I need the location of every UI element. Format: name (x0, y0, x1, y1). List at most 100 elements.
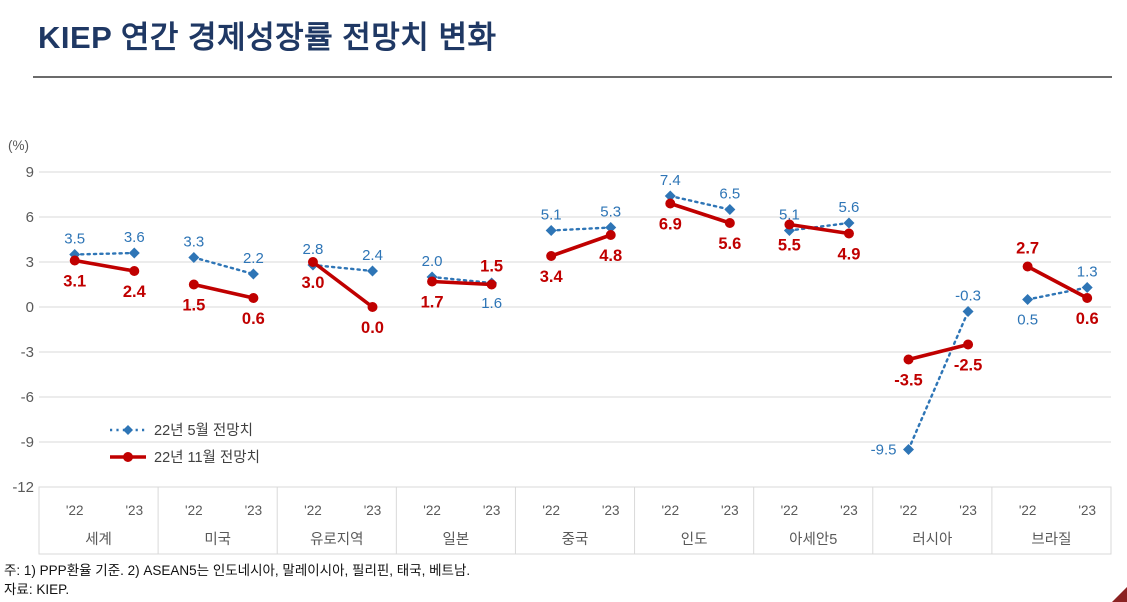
data-label: -3.5 (894, 372, 922, 390)
data-label: 6.9 (659, 216, 682, 234)
data-point-marker (247, 268, 259, 280)
data-point-marker (427, 276, 438, 287)
category-label: 일본 (443, 531, 470, 548)
data-label: 2.4 (123, 283, 147, 301)
y-tick-label: -12 (12, 479, 34, 496)
legend-marker (123, 425, 133, 435)
data-point-marker (367, 265, 379, 277)
series-segment (907, 310, 970, 451)
year-tick-label: '22 (1019, 503, 1037, 518)
data-point-marker (188, 279, 199, 290)
legend-label: 22년 11월 전망치 (154, 449, 260, 466)
data-point-marker (962, 306, 974, 317)
data-label: 2.0 (422, 253, 443, 270)
footnote: 주: 1) PPP환율 기준. 2) ASEAN5는 인도네시아, 말레이시아,… (4, 563, 471, 578)
data-label: 0.0 (361, 319, 384, 337)
data-label: 5.1 (779, 207, 800, 224)
data-point-marker (724, 218, 735, 228)
data-point-marker (1022, 294, 1034, 305)
y-tick-label: 0 (26, 299, 34, 316)
series-segment (72, 258, 137, 273)
y-tick-label: -6 (21, 389, 34, 406)
series-segment (788, 221, 851, 232)
data-point-marker (1081, 282, 1093, 293)
category-label: 아세안5 (789, 531, 837, 548)
data-point-marker (69, 255, 80, 266)
data-point-marker (664, 190, 676, 202)
y-tick-label: 9 (26, 164, 34, 181)
category-label: 중국 (562, 532, 589, 548)
title-divider (33, 76, 1112, 78)
series-segment (311, 260, 375, 309)
data-label: 3.4 (540, 268, 564, 286)
data-point-marker (546, 251, 557, 261)
year-tick-label: '22 (781, 503, 799, 518)
data-label: 1.5 (480, 258, 503, 276)
series-segment (549, 233, 613, 258)
data-point-marker (128, 247, 140, 259)
y-tick-label: -3 (21, 344, 34, 361)
year-tick-label: '23 (245, 503, 263, 518)
year-tick-label: '22 (542, 503, 560, 518)
data-point-marker (843, 228, 854, 239)
category-label: 인도 (681, 531, 708, 548)
data-label: 3.0 (301, 274, 324, 292)
year-tick-label: '22 (66, 503, 84, 518)
category-label: 유로지역 (310, 531, 363, 548)
data-point-marker (188, 252, 200, 263)
year-tick-label: '22 (185, 503, 203, 518)
data-label: 7.4 (660, 172, 681, 189)
data-point-marker (545, 225, 557, 236)
series-segment (192, 256, 255, 276)
data-label: 4.9 (837, 246, 860, 264)
data-label: 1.3 (1077, 264, 1098, 281)
series-segment (668, 201, 732, 225)
series-segment (73, 251, 136, 256)
year-tick-label: '23 (483, 503, 501, 518)
data-point-marker (724, 204, 736, 215)
data-label: 3.5 (64, 231, 85, 248)
data-label: 3.1 (63, 273, 86, 291)
data-point-marker (367, 302, 378, 312)
data-label: 5.3 (600, 204, 621, 221)
data-point-marker (784, 219, 795, 230)
year-tick-label: '23 (1078, 503, 1096, 518)
year-tick-label: '23 (959, 503, 977, 518)
series-segment (1025, 264, 1089, 300)
data-label: 1.7 (421, 294, 444, 312)
data-point-marker (129, 266, 140, 276)
data-label: 0.6 (242, 310, 265, 328)
y-tick-label: 3 (26, 254, 34, 271)
data-point-marker (307, 257, 318, 267)
data-label: 5.6 (718, 235, 741, 253)
year-tick-label: '23 (721, 503, 739, 518)
data-label: -0.3 (955, 288, 981, 305)
data-label: 2.7 (1016, 240, 1039, 258)
year-tick-label: '22 (423, 503, 441, 518)
corner-accent (1112, 587, 1127, 602)
year-tick-label: '23 (840, 503, 858, 518)
data-point-marker (903, 444, 915, 455)
y-axis-unit-label: (%) (8, 138, 29, 153)
data-point-marker (1082, 293, 1093, 303)
data-point-marker (665, 198, 676, 209)
series-segment (669, 194, 732, 211)
legend-marker (123, 452, 133, 462)
year-tick-label: '22 (304, 503, 322, 518)
series-segment (549, 226, 612, 232)
data-point-marker (605, 222, 617, 233)
data-label: 6.5 (719, 186, 740, 203)
data-label: 2.2 (243, 250, 264, 267)
data-point-marker (963, 339, 974, 350)
series-segment (1026, 286, 1089, 301)
data-label: 5.1 (541, 207, 562, 224)
series-segment (787, 222, 851, 236)
category-label: 러시아 (912, 531, 952, 548)
year-tick-label: '23 (125, 503, 143, 518)
data-label: 1.6 (481, 295, 502, 312)
page-title: KIEP 연간 경제성장률 전망치 변화 (38, 20, 497, 55)
data-point-marker (486, 279, 497, 290)
source-note: 자료: KIEP. (4, 582, 70, 597)
data-point-marker (248, 293, 259, 303)
